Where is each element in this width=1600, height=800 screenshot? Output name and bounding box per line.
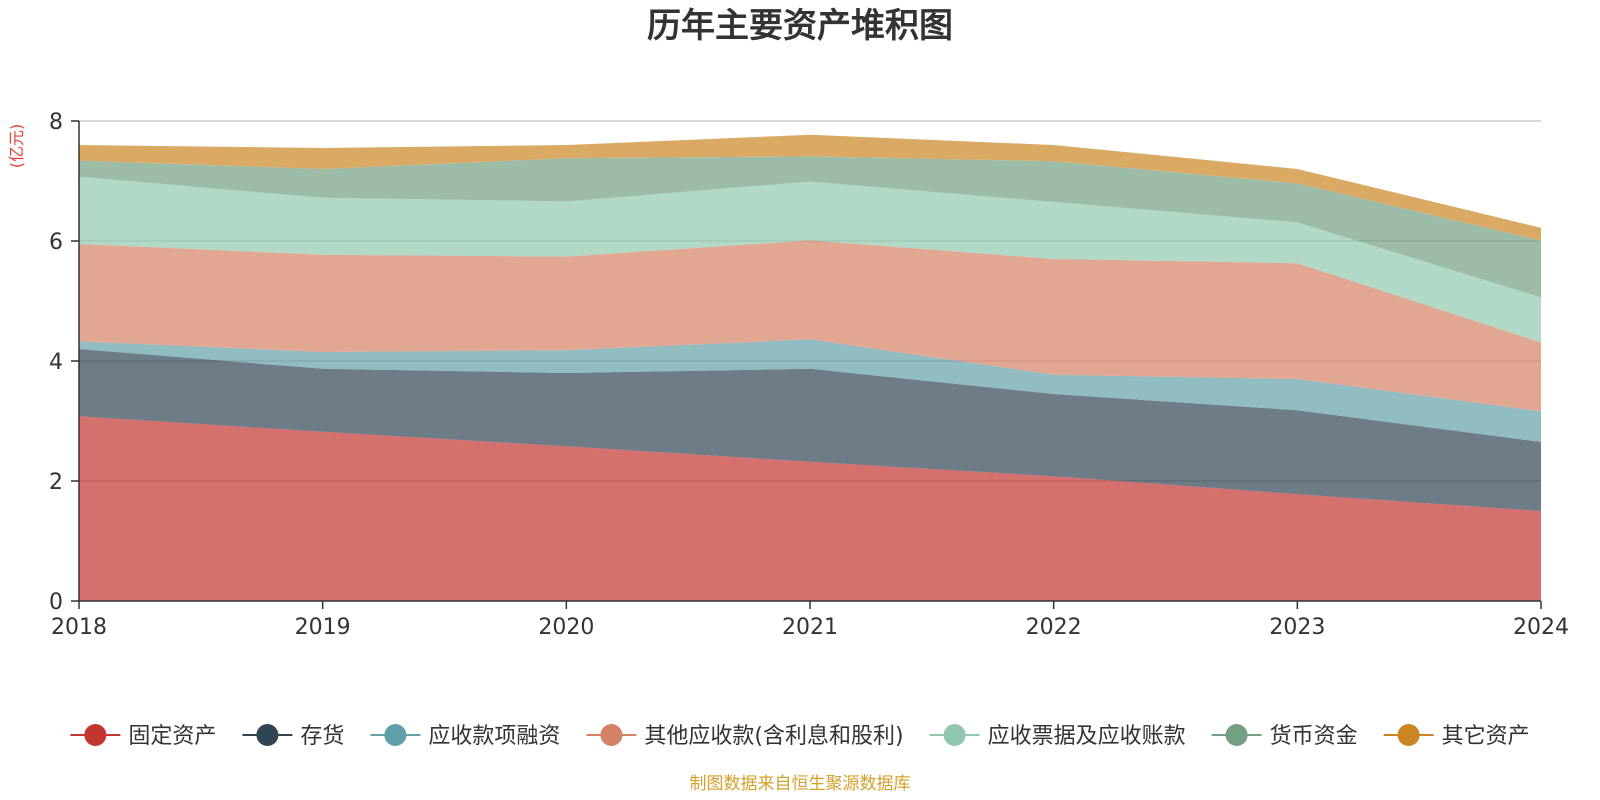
area-series-2[interactable] [79, 339, 1541, 442]
chart-title: 历年主要资产堆积图 [647, 6, 953, 46]
x-tick-label: 2022 [1026, 615, 1082, 640]
area-series-5[interactable] [79, 156, 1541, 298]
area-series-6[interactable] [79, 134, 1541, 241]
x-tick-label: 2023 [1269, 615, 1325, 640]
legend-dot-icon [600, 724, 623, 746]
legend-label: 应收票据及应收账款 [988, 724, 1186, 749]
y-tick-label: 2 [49, 470, 63, 495]
legend-label: 存货 [300, 724, 344, 749]
y-tick-label: 6 [49, 230, 63, 255]
y-axis-unit-label: (亿元) [7, 124, 26, 169]
legend-item-5[interactable]: 货币资金 [1211, 724, 1358, 749]
legend-dot-icon [256, 724, 279, 746]
area-series-3[interactable] [79, 240, 1541, 412]
legend: 固定资产 存货 应收款项融资 其他应收款(含利息和股利) 应收票据及应收账款 货币资金 其它… [70, 724, 1530, 749]
y-tick-label: 0 [49, 590, 63, 615]
x-tick-label: 2021 [782, 615, 838, 640]
legend-dot-icon [943, 724, 966, 746]
legend-item-1[interactable]: 存货 [242, 724, 344, 749]
area-series-4[interactable] [79, 176, 1541, 343]
area-layer [79, 134, 1541, 601]
data-source-note: 制图数据来自恒生聚源数据库 [690, 774, 911, 794]
area-series-0[interactable] [79, 416, 1541, 601]
legend-dot-icon [1397, 724, 1420, 746]
legend-label: 应收款项融资 [428, 724, 560, 749]
legend-item-2[interactable]: 应收款项融资 [370, 724, 560, 749]
legend-label: 固定资产 [128, 724, 216, 749]
legend-dot-icon [384, 724, 407, 746]
legend-item-4[interactable]: 应收票据及应收账款 [929, 724, 1186, 749]
legend-item-3[interactable]: 其他应收款(含利息和股利) [586, 724, 904, 749]
y-tick-label: 4 [49, 350, 63, 375]
legend-item-0[interactable]: 固定资产 [70, 724, 216, 749]
x-tick-label: 2019 [295, 615, 351, 640]
legend-label: 其它资产 [1442, 724, 1530, 749]
legend-label: 货币资金 [1270, 724, 1358, 749]
axis-layer: 0 2 4 6 8 2018 2019 2020 2021 2022 2023 2024 [49, 110, 1569, 640]
legend-dot-icon [1225, 724, 1248, 746]
x-tick-label: 2024 [1513, 615, 1569, 640]
x-tick-label: 2020 [538, 615, 594, 640]
x-tick-label: 2018 [51, 615, 107, 640]
legend-item-6[interactable]: 其它资产 [1383, 724, 1530, 749]
legend-dot-icon [84, 724, 107, 746]
area-series-1[interactable] [79, 349, 1541, 511]
legend-label: 其他应收款(含利息和股利) [644, 724, 903, 749]
y-tick-label: 8 [49, 110, 63, 135]
